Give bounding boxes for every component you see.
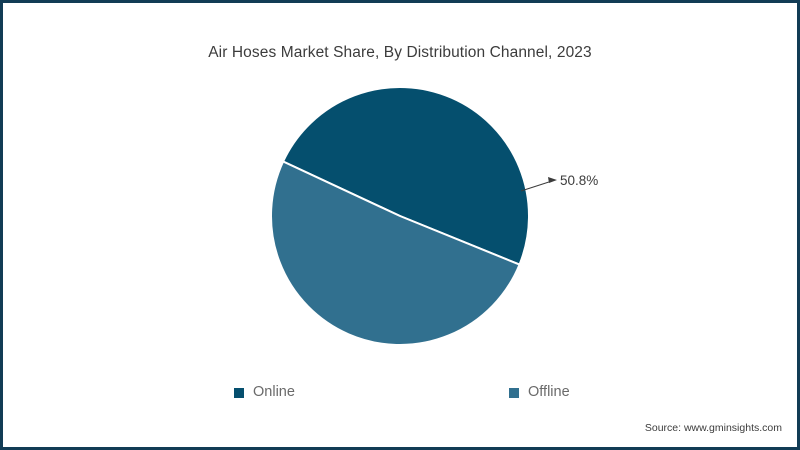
leader-line bbox=[520, 180, 553, 192]
legend-item-offline[interactable]: Offline bbox=[509, 382, 570, 402]
square-swatch-icon bbox=[234, 387, 244, 398]
source-attribution: Source: www.gminsights.com bbox=[644, 422, 782, 434]
pie-slice-group bbox=[270, 86, 530, 346]
pie-value-label-offline: 50.8% bbox=[560, 173, 599, 188]
arrow-left-icon bbox=[548, 177, 557, 183]
page-title: Air Hoses Market Share, By Distribution … bbox=[208, 44, 592, 61]
legend-item-label: Offline bbox=[528, 384, 570, 400]
legend: Online Offline bbox=[0, 382, 800, 406]
pie-slice-offline[interactable] bbox=[270, 160, 521, 346]
legend-item-label: Online bbox=[253, 384, 295, 400]
legend-item-online[interactable]: Online bbox=[234, 382, 295, 402]
pie-slice-online[interactable] bbox=[281, 86, 530, 266]
leader-line-group bbox=[520, 177, 557, 192]
square-swatch-icon bbox=[509, 387, 519, 398]
